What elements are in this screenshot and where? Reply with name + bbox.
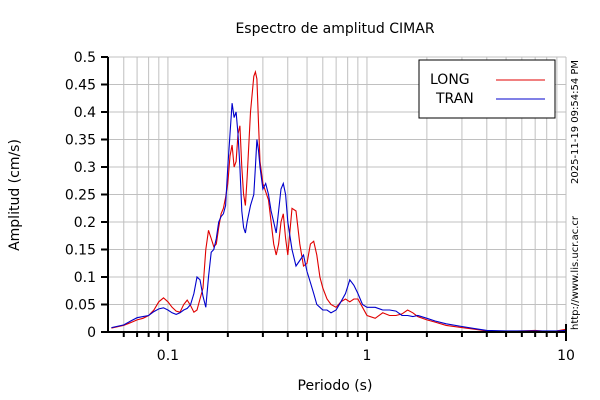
grid-lines bbox=[108, 56, 567, 332]
legend-label-tran: TRAN bbox=[435, 91, 474, 107]
x-axis-ticks: 0.1 1 10 bbox=[122, 332, 575, 364]
timestamp: 2025-11-19 09:54:54 PM bbox=[570, 60, 581, 184]
y-tick-label: 0 bbox=[87, 325, 96, 341]
legend-box bbox=[418, 59, 556, 119]
y-tick-label: 0.2 bbox=[74, 215, 96, 231]
y-axis-label: Amplitud (cm/s) bbox=[7, 139, 23, 251]
x-axis-label: Periodo (s) bbox=[298, 378, 373, 394]
data-series bbox=[111, 69, 567, 332]
y-axis-ticks: 0 0.05 0.1 0.15 0.2 0.25 0.3 0.35 0.4 0.45 0.5 bbox=[65, 50, 108, 341]
y-tick-label: 0.15 bbox=[65, 243, 96, 259]
chart-title: Espectro de amplitud CIMAR bbox=[235, 21, 434, 37]
series-long bbox=[111, 69, 567, 332]
y-tick-label: 0.45 bbox=[65, 78, 96, 94]
legend: LONG TRAN bbox=[418, 59, 556, 119]
source-url: http://www.lis.ucr.ac.cr bbox=[570, 215, 581, 330]
legend-label-long: LONG bbox=[430, 72, 470, 88]
y-tick-label: 0.3 bbox=[74, 160, 96, 176]
y-tick-label: 0.5 bbox=[74, 50, 96, 66]
y-tick-label: 0.25 bbox=[65, 188, 96, 204]
x-tick-label: 1 bbox=[362, 348, 371, 364]
series-tran bbox=[111, 103, 567, 332]
x-tick-label: 0.1 bbox=[157, 348, 179, 364]
y-tick-label: 0.4 bbox=[74, 105, 96, 121]
y-tick-label: 0.05 bbox=[65, 298, 96, 314]
y-tick-label: 0.1 bbox=[74, 270, 96, 286]
y-tick-label: 0.35 bbox=[65, 133, 96, 149]
x-tick-label: 10 bbox=[557, 348, 575, 364]
